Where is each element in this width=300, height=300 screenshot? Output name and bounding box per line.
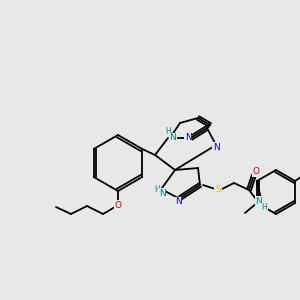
Text: N: N — [256, 196, 262, 206]
Text: N: N — [184, 134, 191, 142]
Text: N: N — [159, 188, 165, 197]
Text: S: S — [215, 185, 221, 194]
Text: N: N — [169, 134, 176, 142]
Text: O: O — [115, 200, 122, 209]
Text: H: H — [154, 185, 160, 194]
Text: O: O — [253, 167, 260, 176]
Text: H: H — [261, 203, 267, 212]
Text: N: N — [175, 197, 182, 206]
Text: N: N — [213, 142, 219, 152]
Text: H: H — [165, 128, 171, 136]
